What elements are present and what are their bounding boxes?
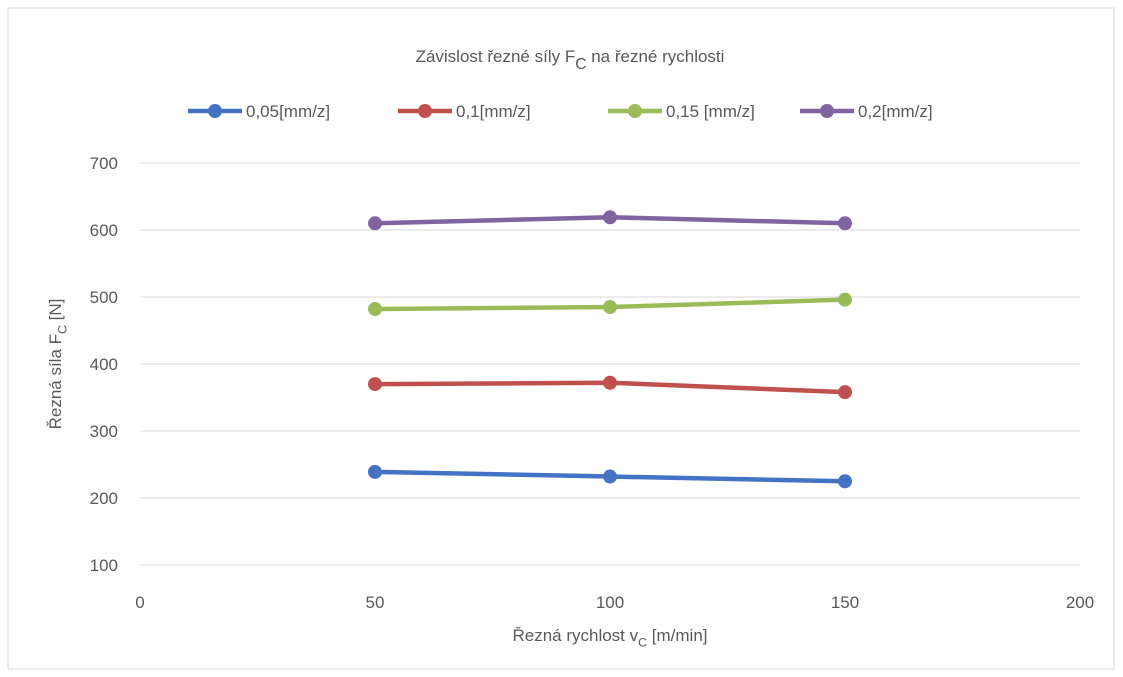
y-tick-label: 100 (90, 556, 118, 575)
y-axis-title-part: Řezná síla F (46, 334, 65, 429)
data-point (838, 292, 852, 307)
data-point (838, 474, 852, 489)
y-tick-label: 600 (90, 221, 118, 240)
data-point (603, 300, 617, 315)
legend-label: 0,15 [mm/z] (666, 102, 755, 121)
y-axis-title: Řezná síla FC [N] (46, 299, 70, 430)
data-point (368, 302, 382, 317)
y-tick-label: 300 (90, 422, 118, 441)
legend-marker (418, 104, 432, 118)
legend-label: 0,1[mm/z] (456, 102, 531, 121)
legend-marker (820, 104, 834, 118)
chart-title-part: Závislost řezné síly F (416, 47, 576, 66)
legend-label: 0,05[mm/z] (246, 102, 330, 121)
y-tick-label: 700 (90, 154, 118, 173)
chart-border (7, 7, 1115, 670)
data-point (838, 385, 852, 400)
y-axis-title-part: [N] (46, 299, 65, 325)
x-axis-title-part: C (638, 636, 647, 650)
data-point (838, 216, 852, 231)
chart-title-part: na řezné rychlosti (586, 47, 724, 66)
chart-title-part: C (575, 56, 586, 73)
x-axis-title: Řezná rychlost vC [m/min] (512, 626, 707, 650)
y-tick-label: 200 (90, 489, 118, 508)
x-tick-label: 200 (1066, 593, 1094, 612)
data-point (368, 377, 382, 392)
data-point (603, 210, 617, 225)
data-point (603, 375, 617, 390)
data-point (368, 216, 382, 231)
x-tick-label: 0 (135, 593, 144, 612)
legend-label: 0,2[mm/z] (858, 102, 933, 121)
chart-title: Závislost řezné síly FC na řezné rychlos… (416, 47, 725, 73)
y-tick-label: 400 (90, 355, 118, 374)
y-tick-label: 500 (90, 288, 118, 307)
legend-marker (208, 104, 222, 118)
x-tick-label: 100 (596, 593, 624, 612)
x-tick-label: 50 (366, 593, 385, 612)
x-axis-title-part: Řezná rychlost v (512, 626, 638, 645)
x-axis-title-part: [m/min] (647, 626, 707, 645)
y-axis-title-part: C (56, 325, 70, 334)
data-point (368, 464, 382, 479)
legend-marker (628, 104, 642, 118)
data-point (603, 469, 617, 484)
x-tick-label: 150 (831, 593, 859, 612)
